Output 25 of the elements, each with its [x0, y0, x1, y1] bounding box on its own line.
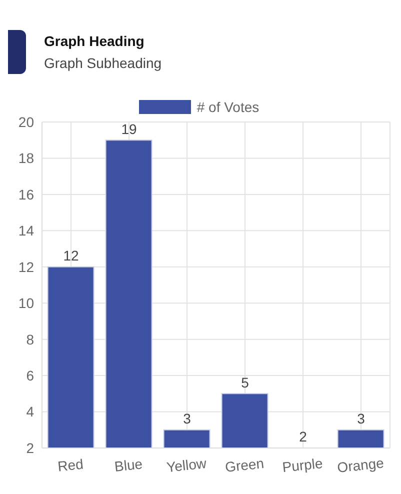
x-tick-label: Purple [282, 454, 324, 476]
data-label: 3 [183, 410, 192, 427]
x-tick-label: Yellow [166, 454, 208, 476]
y-tick-label: 12 [18, 258, 34, 275]
data-label: 2 [299, 428, 308, 445]
y-tick-label: 16 [18, 186, 34, 202]
x-tick-label: Orange [336, 454, 385, 476]
x-tick-label: Blue [114, 456, 144, 474]
y-tick-label: 8 [26, 331, 34, 348]
chart-subtitle: Graph Subheading [44, 54, 162, 73]
y-tick-label: 10 [18, 295, 34, 312]
y-tick-label: 20 [18, 114, 34, 130]
data-label: 5 [241, 374, 250, 390]
y-tick-label: 4 [26, 404, 34, 420]
data-label: 12 [63, 248, 79, 264]
x-tick-label: Red [56, 456, 84, 474]
y-tick-label: 18 [18, 150, 34, 166]
chart-title: Graph Heading [44, 32, 146, 51]
data-label: 19 [121, 120, 137, 137]
legend-label: # of Votes [196, 98, 260, 117]
y-tick-label: 2 [26, 440, 34, 456]
x-tick-label: Green [224, 455, 265, 476]
y-tick-label: 6 [26, 368, 34, 384]
data-label: 3 [357, 410, 366, 427]
y-tick-label: 14 [18, 222, 34, 239]
